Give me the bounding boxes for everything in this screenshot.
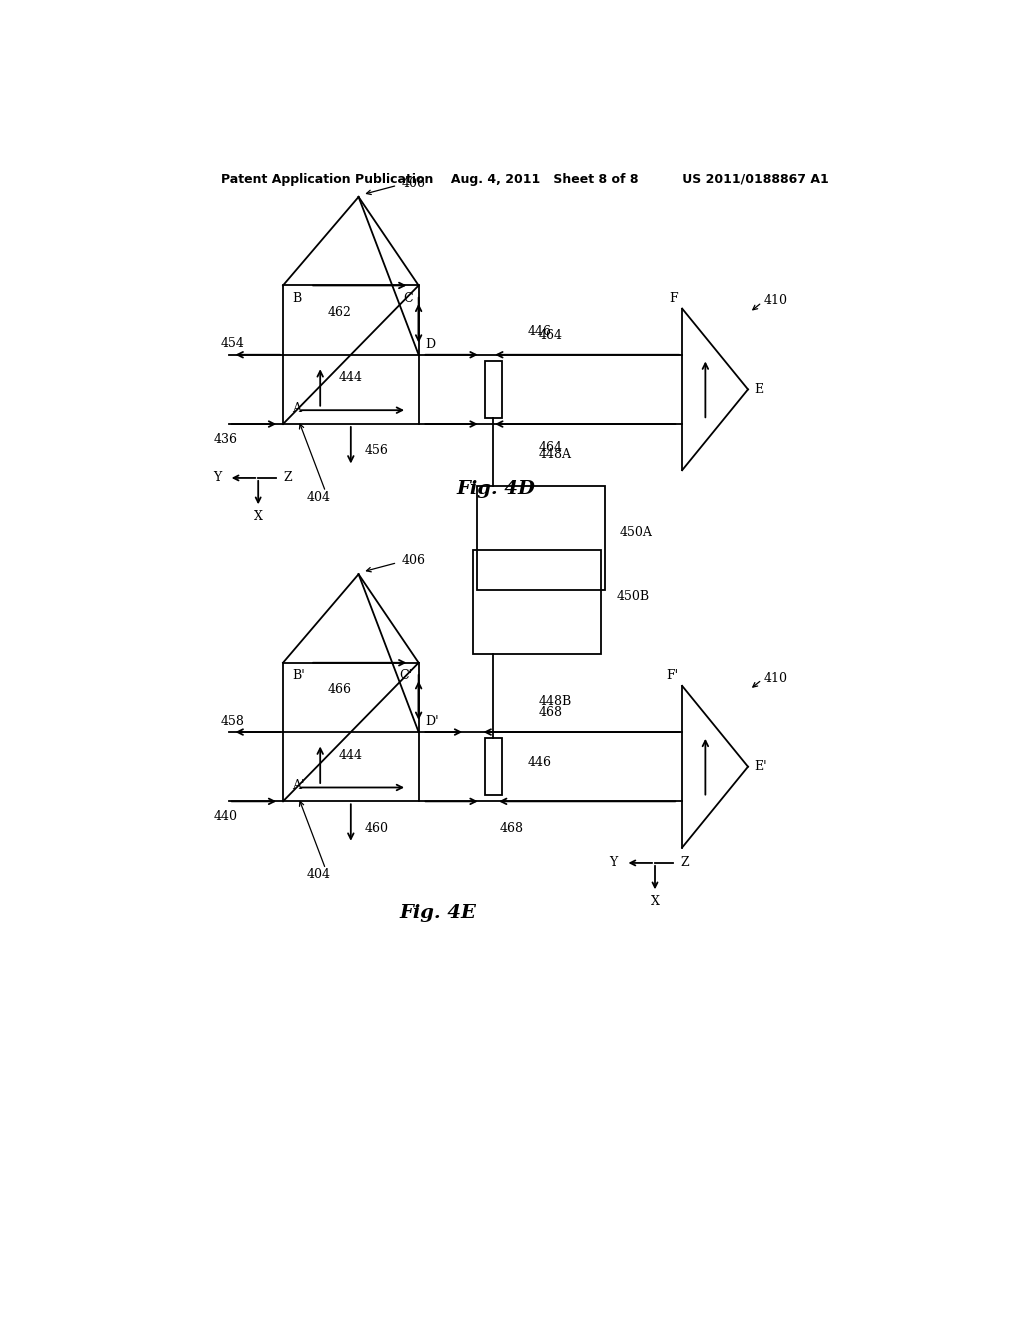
Text: 444: 444 [339, 748, 362, 762]
Text: 466: 466 [328, 684, 352, 696]
Text: D: D [425, 338, 435, 351]
Text: 410: 410 [764, 294, 787, 308]
Text: 446: 446 [527, 325, 551, 338]
Text: 450A: 450A [621, 525, 653, 539]
Bar [283, 285, 419, 424]
Text: X: X [650, 895, 659, 908]
Text: Fig. 4D: Fig. 4D [457, 480, 536, 499]
Text: 462: 462 [328, 306, 352, 319]
Text: Y: Y [609, 857, 617, 870]
Text: 468: 468 [500, 822, 524, 834]
Text: Fig. 4E: Fig. 4E [399, 904, 476, 921]
Text: E': E' [755, 760, 767, 774]
Text: 464: 464 [539, 329, 563, 342]
Text: 468: 468 [539, 706, 563, 719]
Text: Z: Z [680, 857, 689, 870]
Text: 448B: 448B [539, 694, 572, 708]
Text: 464: 464 [539, 441, 563, 454]
Text: X: X [254, 510, 262, 523]
Text: 406: 406 [401, 554, 425, 566]
Text: F': F' [667, 669, 678, 682]
Text: B': B' [292, 669, 305, 682]
Bar [484, 738, 502, 795]
Text: 460: 460 [365, 822, 389, 834]
Text: 404: 404 [306, 491, 331, 504]
Text: Patent Application Publication    Aug. 4, 2011   Sheet 8 of 8          US 2011/0: Patent Application Publication Aug. 4, 2… [221, 173, 828, 186]
Text: Y: Y [213, 471, 221, 484]
Text: A: A [292, 401, 301, 414]
Text: F: F [670, 292, 678, 305]
Text: 440: 440 [213, 810, 238, 824]
Text: 436: 436 [213, 433, 238, 446]
Text: D': D' [425, 715, 438, 729]
Bar [477, 486, 604, 590]
Text: 446: 446 [527, 756, 551, 770]
Bar [283, 663, 419, 801]
Bar [484, 360, 502, 418]
Bar [473, 549, 601, 653]
Text: 444: 444 [339, 371, 362, 384]
Text: C: C [402, 292, 413, 305]
Text: 456: 456 [365, 445, 389, 458]
Text: 450B: 450B [616, 590, 649, 603]
Text: C': C' [399, 669, 413, 682]
Text: E: E [755, 383, 763, 396]
Text: 454: 454 [221, 338, 245, 351]
Text: B: B [292, 292, 301, 305]
Text: 448A: 448A [539, 449, 571, 462]
Text: A': A' [292, 779, 305, 792]
Text: Z: Z [284, 471, 292, 484]
Text: 458: 458 [221, 714, 245, 727]
Text: 404: 404 [306, 869, 331, 880]
Text: 406: 406 [401, 177, 425, 190]
Text: 410: 410 [764, 672, 787, 685]
